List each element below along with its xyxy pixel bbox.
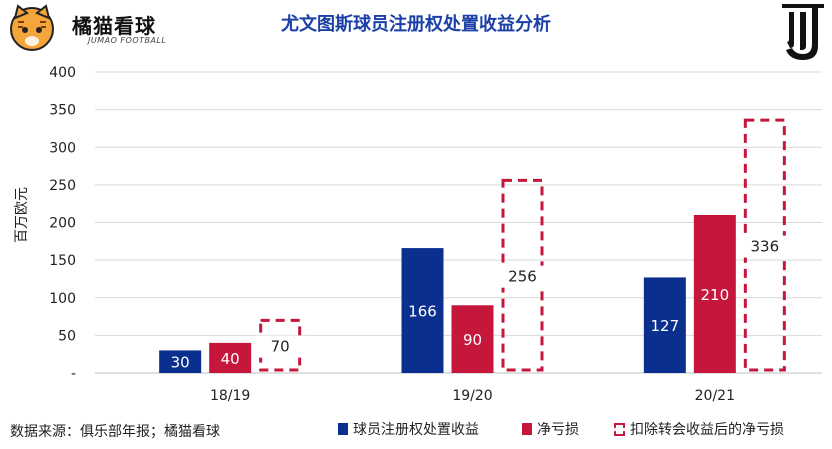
legend-item-net-loss: 净亏损 bbox=[522, 419, 579, 439]
x-tick-label: 19/20 bbox=[452, 388, 492, 404]
data-label: 166 bbox=[408, 303, 437, 321]
data-label: 30 bbox=[171, 354, 190, 372]
data-label-bg bbox=[739, 235, 790, 258]
legend-swatch-dashed bbox=[614, 422, 625, 436]
x-tick-label: 18/19 bbox=[210, 388, 250, 404]
bar-disposal-gain bbox=[643, 277, 686, 373]
brand-subtitle: JUMAO FOOTBALL bbox=[88, 36, 167, 45]
legend-label: 扣除转会收益后的净亏损 bbox=[630, 422, 784, 438]
data-source-note: 数据来源：俱乐部年报；橘猫看球 bbox=[10, 424, 220, 440]
data-label: 90 bbox=[463, 331, 482, 349]
y-tick-label: 100 bbox=[49, 291, 76, 307]
bar-net-loss bbox=[693, 214, 736, 373]
legend-item-adjusted-loss: 扣除转会收益后的净亏损 bbox=[614, 419, 784, 439]
cat-face-icon bbox=[10, 4, 54, 51]
data-label: 256 bbox=[508, 268, 537, 286]
legend-label: 净亏损 bbox=[537, 422, 579, 438]
y-tick-label: - bbox=[71, 366, 76, 382]
legend-item-disposal-gain: 球员注册权处置收益 bbox=[338, 419, 479, 439]
data-label: 127 bbox=[651, 317, 680, 335]
x-tick-label: 20/21 bbox=[695, 388, 735, 404]
brand-name: 橘猫看球 bbox=[72, 14, 156, 38]
bar-disposal-gain bbox=[159, 350, 202, 373]
y-tick-label: 400 bbox=[49, 65, 76, 81]
y-tick-label: 300 bbox=[49, 140, 76, 156]
chart-title: 尤文图斯球员注册权处置收益分析 bbox=[281, 14, 551, 35]
y-tick-label: 50 bbox=[58, 328, 76, 344]
y-axis-label: 百万欧元 bbox=[14, 187, 30, 243]
legend-swatch-red bbox=[522, 423, 532, 435]
data-label-bg bbox=[255, 335, 306, 358]
y-tick-label: 350 bbox=[49, 103, 76, 119]
data-label: 210 bbox=[701, 286, 730, 304]
y-tick-label: 200 bbox=[49, 216, 76, 232]
data-label-bg bbox=[497, 265, 548, 288]
legend-swatch-blue bbox=[338, 423, 348, 435]
data-label: 40 bbox=[221, 350, 240, 368]
data-label: 70 bbox=[271, 338, 290, 356]
bar-net-loss bbox=[209, 342, 252, 373]
brand-logo: 橘猫看球 JUMAO FOOTBALL bbox=[6, 4, 176, 52]
data-label: 336 bbox=[751, 238, 780, 256]
legend-label: 球员注册权处置收益 bbox=[353, 422, 479, 438]
juventus-j-icon bbox=[782, 4, 824, 60]
y-tick-label: 250 bbox=[49, 178, 76, 194]
y-tick-label: 150 bbox=[49, 253, 76, 269]
bar-net-loss bbox=[451, 305, 494, 373]
bar-disposal-gain bbox=[401, 248, 444, 373]
